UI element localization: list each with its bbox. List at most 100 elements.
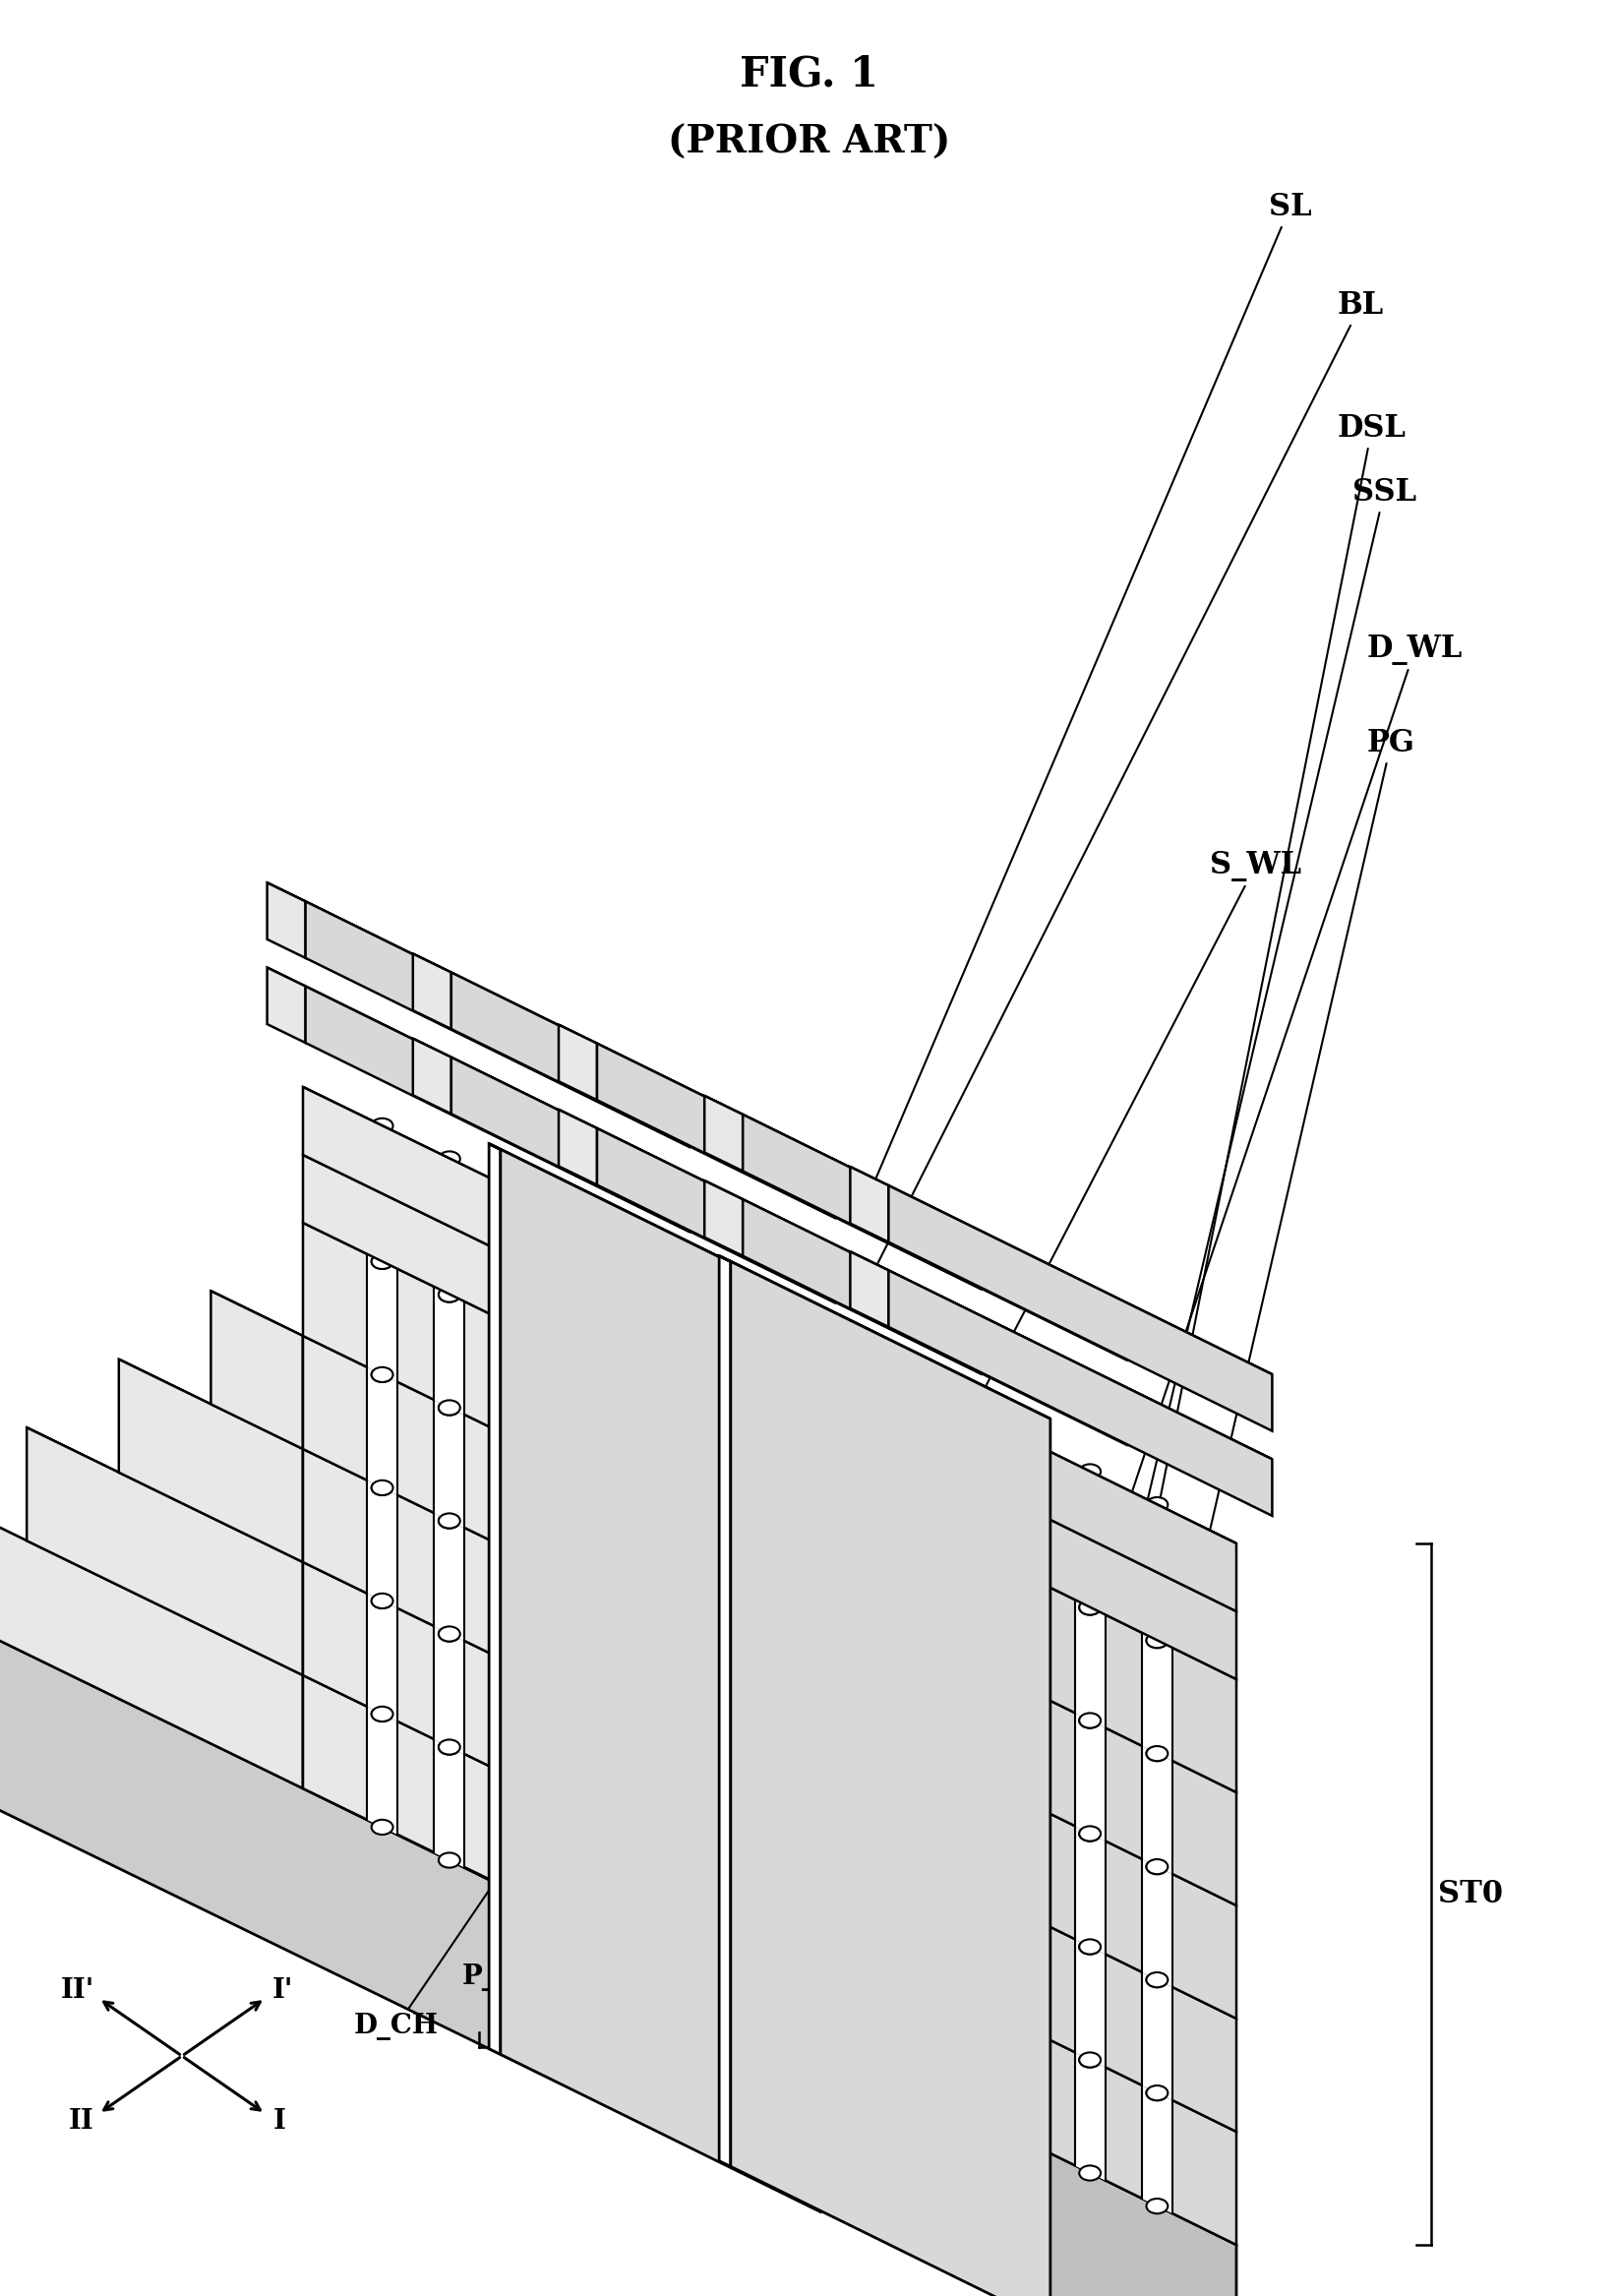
Polygon shape [502, 1548, 531, 1674]
Ellipse shape [742, 1662, 763, 1676]
Ellipse shape [1080, 1465, 1101, 1479]
Polygon shape [267, 967, 306, 1042]
Polygon shape [704, 1180, 1127, 1389]
Polygon shape [635, 1387, 665, 1515]
Ellipse shape [640, 1499, 662, 1515]
Ellipse shape [1012, 1430, 1033, 1446]
Polygon shape [303, 1224, 1237, 1678]
Ellipse shape [439, 1150, 460, 1166]
Ellipse shape [978, 2117, 999, 2131]
Polygon shape [850, 1166, 889, 1242]
Polygon shape [434, 1150, 465, 1235]
Polygon shape [568, 1580, 599, 1708]
Polygon shape [568, 1805, 599, 1933]
Ellipse shape [945, 1761, 967, 1775]
Ellipse shape [1080, 1825, 1101, 1841]
Polygon shape [303, 1561, 1237, 2018]
Ellipse shape [541, 1449, 562, 1465]
Polygon shape [413, 1038, 452, 1114]
Polygon shape [502, 1773, 531, 1901]
Ellipse shape [573, 1286, 594, 1300]
Polygon shape [737, 1368, 767, 1451]
Polygon shape [670, 1515, 701, 1644]
Polygon shape [916, 1453, 1237, 1678]
Polygon shape [434, 1626, 465, 1754]
Ellipse shape [945, 2099, 967, 2115]
Ellipse shape [439, 1740, 460, 1754]
Ellipse shape [1012, 2020, 1033, 2034]
Ellipse shape [371, 1254, 393, 1270]
Polygon shape [434, 1288, 465, 1414]
Ellipse shape [573, 1467, 594, 1481]
Polygon shape [597, 1127, 981, 1373]
Polygon shape [839, 1711, 869, 1839]
Ellipse shape [640, 1251, 662, 1265]
Ellipse shape [910, 1857, 933, 1871]
Polygon shape [303, 1449, 1237, 1906]
Polygon shape [704, 1095, 743, 1171]
Polygon shape [805, 1922, 835, 2048]
Polygon shape [502, 1185, 531, 1267]
Text: SSL: SSL [1141, 478, 1417, 1527]
Polygon shape [805, 1694, 835, 1823]
Ellipse shape [776, 1903, 798, 1919]
Ellipse shape [607, 1708, 628, 1724]
Polygon shape [502, 1433, 531, 1561]
Ellipse shape [776, 1451, 798, 1467]
Polygon shape [502, 1251, 531, 1334]
Ellipse shape [640, 1612, 662, 1628]
Text: I: I [274, 2108, 287, 2135]
Ellipse shape [675, 1403, 696, 1417]
Ellipse shape [978, 1414, 999, 1430]
Ellipse shape [439, 1288, 460, 1302]
Ellipse shape [1080, 1531, 1101, 1548]
Ellipse shape [978, 1483, 999, 1497]
Polygon shape [730, 1261, 1051, 2296]
Ellipse shape [945, 1646, 967, 1662]
Ellipse shape [1146, 1632, 1167, 1649]
Ellipse shape [371, 1706, 393, 1722]
Polygon shape [434, 1740, 465, 1867]
Text: CH: CH [555, 2004, 646, 2124]
Polygon shape [916, 1747, 1237, 2018]
Ellipse shape [1012, 1793, 1033, 1807]
Polygon shape [413, 1038, 835, 1247]
Polygon shape [973, 1414, 1004, 1497]
Ellipse shape [439, 1740, 460, 1754]
Ellipse shape [1146, 2200, 1167, 2213]
Ellipse shape [675, 1968, 696, 1984]
Ellipse shape [607, 1368, 628, 1384]
Polygon shape [489, 1143, 500, 2055]
Polygon shape [916, 1975, 1237, 2245]
Polygon shape [303, 1155, 916, 1522]
Ellipse shape [742, 2002, 763, 2016]
Ellipse shape [978, 1665, 999, 1678]
Polygon shape [670, 1334, 701, 1417]
Ellipse shape [910, 2082, 933, 2099]
Ellipse shape [843, 1486, 865, 1499]
Ellipse shape [978, 2002, 999, 2018]
Ellipse shape [877, 1954, 899, 1968]
Polygon shape [941, 1986, 971, 2115]
Polygon shape [368, 1593, 398, 1722]
Ellipse shape [1080, 2053, 1101, 2066]
Ellipse shape [810, 1922, 831, 1936]
Polygon shape [850, 1251, 1273, 1460]
Polygon shape [1141, 1745, 1172, 1874]
Ellipse shape [371, 1481, 393, 1495]
Polygon shape [907, 1745, 936, 1871]
Ellipse shape [709, 1350, 730, 1366]
Ellipse shape [776, 1384, 798, 1398]
Polygon shape [743, 1199, 1127, 1444]
Ellipse shape [541, 1789, 562, 1805]
Polygon shape [704, 1644, 735, 1773]
Polygon shape [737, 1548, 767, 1676]
Polygon shape [839, 1417, 869, 1499]
Ellipse shape [675, 1515, 696, 1531]
Ellipse shape [439, 1401, 460, 1414]
Ellipse shape [810, 1582, 831, 1596]
Polygon shape [368, 1706, 398, 1835]
Polygon shape [1141, 1972, 1172, 2101]
Ellipse shape [607, 1483, 628, 1497]
Text: ST0: ST0 [1438, 1878, 1502, 1910]
